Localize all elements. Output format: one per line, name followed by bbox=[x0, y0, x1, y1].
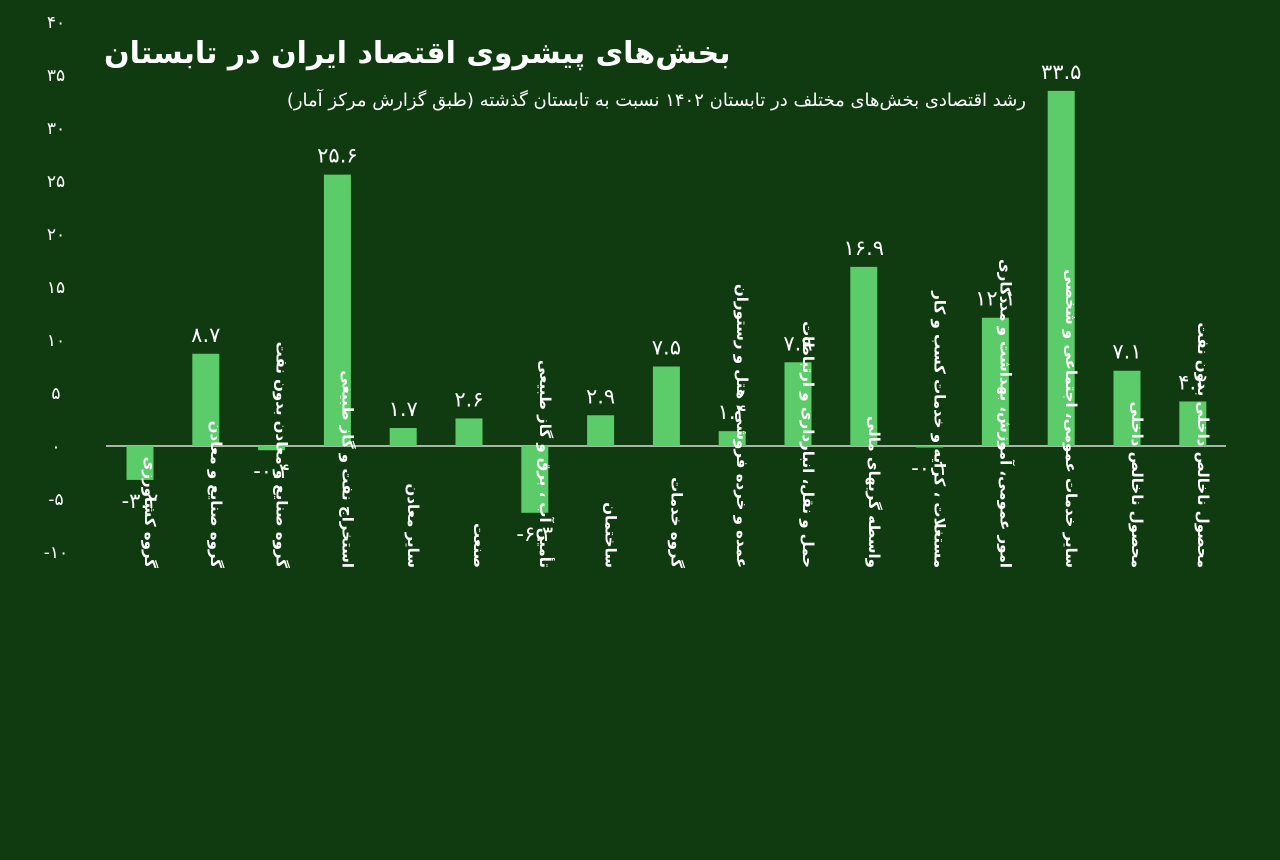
x-category-label: گروه صنایع و معادن بدون نفت bbox=[273, 342, 291, 569]
bar-value-label: -۳.۲ bbox=[122, 489, 159, 513]
x-category-label: واسطه گریهای مالی bbox=[865, 416, 883, 568]
bar bbox=[981, 317, 1009, 446]
bar-value-label: -۰.۱ bbox=[911, 456, 948, 480]
bar-value-label: ۱۶.۹ bbox=[844, 236, 885, 260]
y-tick-label: ۰ bbox=[51, 437, 60, 457]
bar bbox=[784, 362, 812, 446]
bar bbox=[455, 418, 483, 446]
bar-value-label: ۷.۹ bbox=[783, 331, 812, 355]
bar-value-label: ۲۵.۶ bbox=[317, 144, 358, 168]
x-category-label: امور عمومی، آموزش، بهداشت و مددکاری bbox=[996, 259, 1014, 568]
bar-value-label: ۸.۷ bbox=[191, 323, 220, 347]
x-category-label: مستغلات ، کرایه و خدمات کسب و کار bbox=[931, 290, 949, 568]
bar-value-label: ۷.۱ bbox=[1112, 340, 1141, 364]
bar-value-label: ۴.۲ bbox=[1178, 370, 1207, 394]
bar-value-label: ۲.۹ bbox=[586, 384, 615, 408]
y-tick-label: ۳۵ bbox=[47, 66, 65, 86]
x-category-label: تأمین آب ، برق و گاز طبیعی bbox=[536, 360, 555, 568]
bar bbox=[1047, 90, 1075, 447]
x-category-label: عمده و خرده فروشی، هتل و رستوران bbox=[733, 284, 751, 568]
bar-value-label: ۷.۵ bbox=[652, 336, 681, 360]
x-category-label: استخراج نفت و گاز طبیعی bbox=[338, 370, 356, 568]
x-category-label: گروه خدمات bbox=[667, 477, 685, 568]
bar-value-label: ۱.۷ bbox=[389, 397, 418, 421]
y-tick-label: -۵ bbox=[48, 490, 63, 510]
bar bbox=[258, 446, 286, 451]
x-category-label: محصول ناخالص داخلی bbox=[1128, 402, 1146, 569]
x-category-label: محصول ناخالص داخلی بدون نفت bbox=[1194, 322, 1212, 568]
bar bbox=[192, 353, 220, 446]
bar bbox=[323, 174, 351, 446]
x-category-label: صنعت bbox=[470, 523, 488, 568]
chart-subtitle: رشد اقتصادی بخش‌های مختلف در تابستان ۱۴۰… bbox=[286, 90, 1026, 111]
bar bbox=[521, 446, 549, 513]
chart-title: بخش‌های پیشروی اقتصاد ایران در تابستان bbox=[104, 36, 731, 71]
bar-value-label: ۱.۴ bbox=[718, 400, 747, 424]
bar bbox=[1179, 401, 1207, 446]
y-tick-label: ۱۵ bbox=[47, 278, 65, 298]
x-category-label: سایر خدمات عمومی، اجتماعی و شخصی bbox=[1062, 269, 1080, 568]
x-category-label: گروه صنایع و معادن bbox=[207, 421, 225, 569]
bar bbox=[126, 446, 154, 480]
bar-value-label: ۱۲.۱ bbox=[975, 287, 1016, 311]
y-tick-label: ۲۰ bbox=[47, 225, 65, 245]
bar-value-label: ۲.۶ bbox=[454, 387, 483, 411]
y-tick-label: ۵ bbox=[51, 384, 60, 404]
x-category-label: ساختمان bbox=[602, 502, 620, 568]
x-category-label: حمل و نقل، انبارداری و ارتباطات bbox=[799, 321, 817, 568]
bar-value-label: ۳۳.۵ bbox=[1041, 60, 1082, 84]
y-tick-label: ۴۰ bbox=[47, 13, 65, 33]
bar bbox=[1113, 370, 1141, 446]
x-category-label: سایر معادن bbox=[404, 484, 422, 568]
y-tick-label: ۳۰ bbox=[47, 119, 65, 139]
bar bbox=[850, 266, 878, 446]
y-tick-label: -۱۰ bbox=[44, 543, 68, 563]
y-tick-label: ۱۰ bbox=[47, 331, 65, 351]
bar bbox=[652, 366, 680, 446]
bar bbox=[587, 415, 615, 446]
bar bbox=[916, 446, 944, 448]
bar bbox=[389, 427, 417, 446]
bar bbox=[718, 431, 746, 446]
bar-value-label: -۶.۳ bbox=[516, 522, 553, 546]
bar-value-label: -۰.۴ bbox=[253, 459, 290, 483]
x-category-label: گروه کشاورزی bbox=[141, 457, 159, 569]
y-tick-label: ۲۵ bbox=[47, 172, 65, 192]
